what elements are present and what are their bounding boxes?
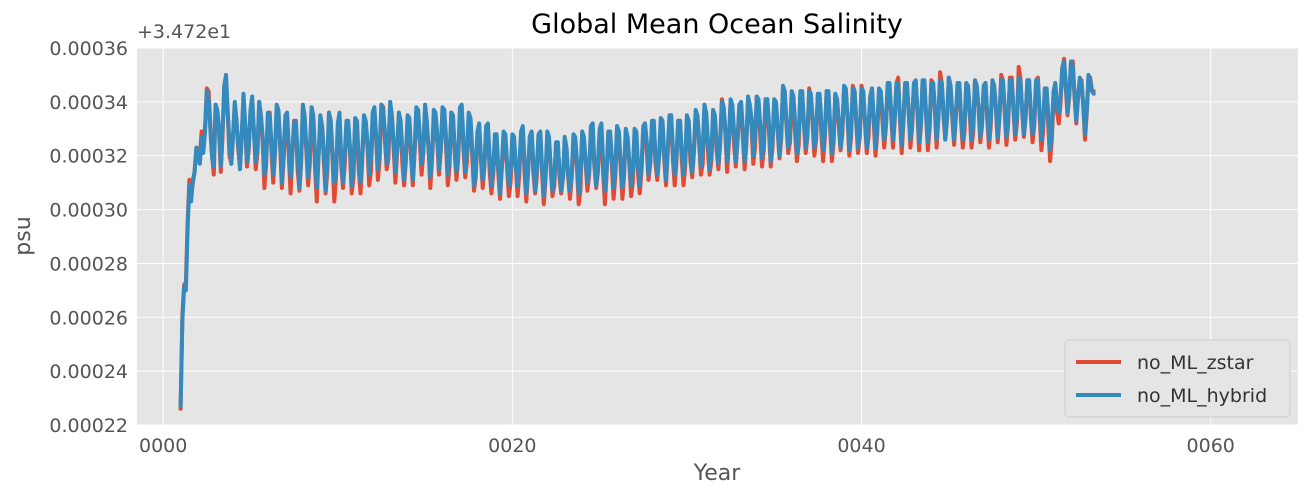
y-tick-label: 0.00022 — [49, 415, 128, 437]
y-tick-label: 0.00036 — [49, 38, 128, 60]
x-tick-labels: 0000 0020 0040 0060 — [139, 435, 1235, 457]
y-tick-labels: 0.00022 0.00024 0.00026 0.00028 0.00030 0.000… — [49, 38, 128, 437]
y-tick-label: 0.00024 — [49, 361, 128, 383]
x-tick-label: 0000 — [139, 435, 187, 457]
x-axis-label: Year — [693, 461, 742, 486]
series-group — [178, 56, 1096, 411]
y-axis-label: psu — [11, 216, 36, 255]
y-tick-label: 0.00034 — [49, 92, 128, 114]
legend: no_ML_zstar no_ML_hybrid — [1064, 339, 1291, 418]
y-tick-label: 0.00028 — [49, 253, 128, 275]
legend-frame — [1064, 339, 1291, 418]
x-tick-label: 0040 — [837, 435, 885, 457]
y-tick-label: 0.00032 — [49, 146, 128, 168]
x-tick-label: 0060 — [1187, 435, 1235, 457]
legend-label-hybrid: no_ML_hybrid — [1137, 385, 1267, 407]
y-tick-label: 0.00026 — [49, 307, 128, 329]
x-tick-label: 0020 — [488, 435, 536, 457]
series-line-no_ML_hybrid — [178, 59, 1096, 409]
y-tick-label: 0.00030 — [49, 200, 128, 222]
chart-title: Global Mean Ocean Salinity — [531, 9, 903, 40]
legend-label-zstar: no_ML_zstar — [1137, 352, 1254, 374]
y-offset-label: +3.472e1 — [137, 21, 231, 43]
